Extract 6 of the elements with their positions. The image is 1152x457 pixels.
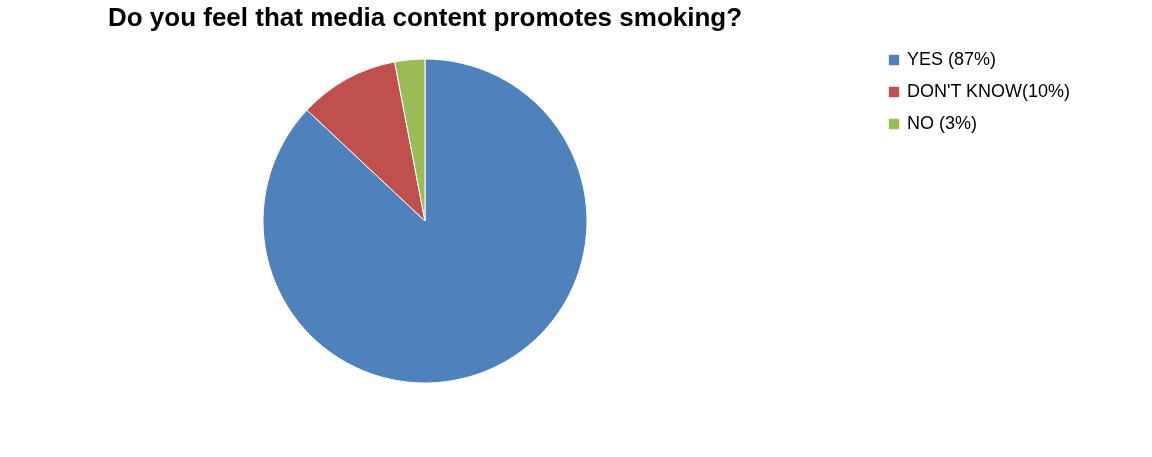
chart-title: Do you feel that media content promotes smoking? xyxy=(107,2,743,32)
pie-slice xyxy=(262,58,588,384)
legend-label: NO (3%) xyxy=(907,113,978,133)
legend-label: YES (87%) xyxy=(907,49,997,69)
legend-label: DON'T KNOW(10%) xyxy=(907,81,1071,101)
pie-slice xyxy=(306,61,426,222)
